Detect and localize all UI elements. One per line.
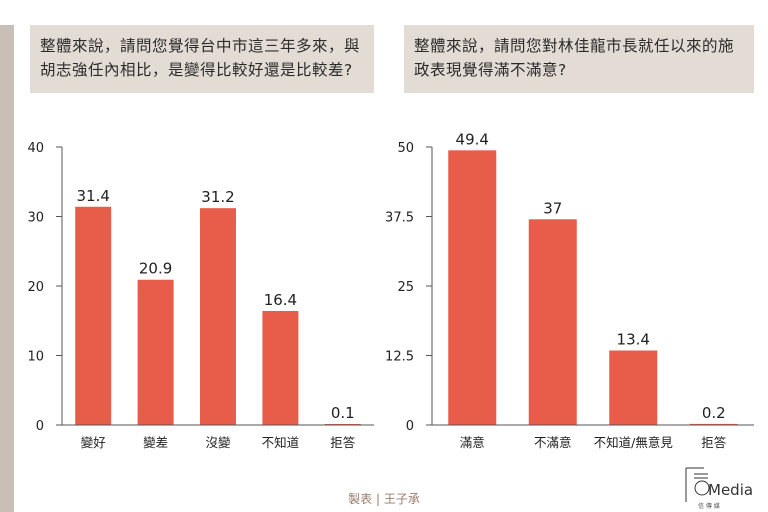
left-chart-ytick-label: 0 bbox=[36, 419, 44, 434]
right-chart-ytick-label: 37.5 bbox=[385, 211, 414, 226]
left-chart-bar bbox=[200, 208, 236, 425]
right-chart-bar bbox=[689, 423, 738, 425]
right-chart-bar bbox=[448, 150, 497, 425]
left-chart-value-label: 31.4 bbox=[76, 187, 109, 205]
left-chart-category-label: 拒答 bbox=[330, 435, 356, 450]
right-chart-value-label: 13.4 bbox=[617, 330, 650, 348]
right-chart-ytick-label: 25 bbox=[397, 280, 414, 295]
question-text-left: 整體來說，請問您覺得台中市這三年多來，與胡志強任內相比，是變得比較好還是比較差? bbox=[40, 37, 361, 79]
right-chart-ytick-label: 0 bbox=[406, 419, 414, 434]
left-chart-bar bbox=[137, 279, 174, 425]
left-chart-value-label: 16.4 bbox=[264, 291, 297, 309]
right-chart-category-label: 滿意 bbox=[460, 435, 485, 450]
footer-credit: 製表 | 王子承 bbox=[348, 492, 420, 506]
left-accent-bar bbox=[0, 25, 14, 512]
left-chart-ytick-label: 20 bbox=[27, 280, 44, 295]
right-chart-category-label: 不滿意 bbox=[534, 435, 572, 450]
right-chart-value-label: 37 bbox=[543, 199, 562, 217]
question-text-right: 整體來說，請問您對林佳龍市長就任以來的施政表現覺得滿不滿意? bbox=[414, 37, 735, 79]
right-chart-ytick-label: 12.5 bbox=[385, 350, 414, 365]
left-chart-value-label: 20.9 bbox=[139, 260, 172, 278]
left-chart-ytick-label: 40 bbox=[27, 141, 44, 156]
right-chart-value-label: 0.2 bbox=[702, 404, 726, 422]
left-chart-bar bbox=[75, 206, 112, 425]
left-chart-category-label: 沒變 bbox=[205, 435, 231, 450]
left-chart-value-label: 31.2 bbox=[201, 188, 234, 206]
left-chart-category-label: 不知道 bbox=[262, 435, 300, 450]
logo-text: Media bbox=[708, 481, 753, 499]
question-box-right: 整體來說，請問您對林佳龍市長就任以來的施政表現覺得滿不滿意? bbox=[404, 25, 754, 93]
question-box-left: 整體來說，請問您覺得台中市這三年多來，與胡志強任內相比，是變得比較好還是比較差? bbox=[30, 25, 374, 93]
right-chart-ytick-label: 50 bbox=[397, 141, 414, 156]
right-chart-bar bbox=[609, 350, 658, 425]
left-chart-category-label: 變好 bbox=[81, 435, 106, 450]
logo-subtext: 信 傳 媒 bbox=[698, 502, 720, 510]
left-chart-value-label: 0.1 bbox=[331, 404, 355, 422]
media-logo: Media 信 傳 媒 bbox=[685, 467, 753, 510]
left-chart-ytick-label: 30 bbox=[27, 211, 44, 226]
left-chart-category-label: 變差 bbox=[143, 435, 168, 450]
right-chart-category-label: 不知道/無意見 bbox=[594, 435, 674, 450]
right-chart-bar bbox=[528, 219, 577, 425]
left-chart-bar bbox=[262, 311, 299, 425]
right-chart-category-label: 拒答 bbox=[701, 435, 727, 450]
left-chart-ytick-label: 10 bbox=[27, 350, 44, 365]
right-chart-value-label: 49.4 bbox=[456, 130, 489, 148]
